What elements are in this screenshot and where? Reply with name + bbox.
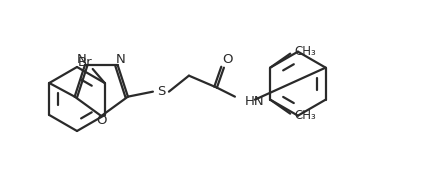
Text: S: S [157,85,165,98]
Text: O: O [96,115,107,128]
Text: O: O [223,53,233,66]
Text: Br: Br [77,57,92,70]
Text: N: N [77,53,87,66]
Text: HN: HN [245,95,264,108]
Text: N: N [116,53,126,66]
Text: CH₃: CH₃ [294,109,316,122]
Text: CH₃: CH₃ [294,45,316,58]
